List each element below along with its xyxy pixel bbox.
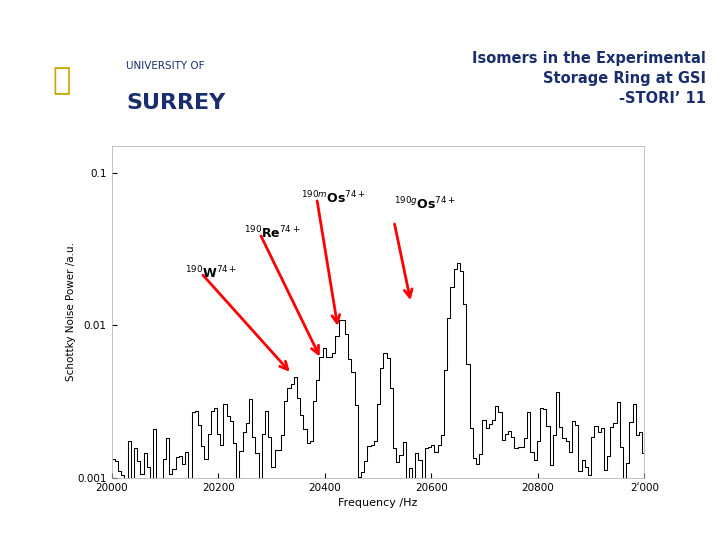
Text: $^{190}$$\mathbf{W}^{74+}$: $^{190}$$\mathbf{W}^{74+}$ xyxy=(185,265,238,281)
Y-axis label: Schottky Noise Power /a.u.: Schottky Noise Power /a.u. xyxy=(66,242,76,381)
Text: Isomers in the Experimental
Storage Ring at GSI
-STORI’ 11: Isomers in the Experimental Storage Ring… xyxy=(472,51,706,106)
Text: UNIVERSITY OF: UNIVERSITY OF xyxy=(126,62,204,71)
Text: $^{190g}$$\mathbf{Os}^{74+}$: $^{190g}$$\mathbf{Os}^{74+}$ xyxy=(394,195,456,212)
Text: 🦌: 🦌 xyxy=(52,66,71,96)
Text: SURREY: SURREY xyxy=(126,93,225,113)
X-axis label: Frequency /Hz: Frequency /Hz xyxy=(338,498,418,508)
Text: $^{190}$$\mathbf{Re}^{74+}$: $^{190}$$\mathbf{Re}^{74+}$ xyxy=(244,225,300,242)
Text: $^{190m}$$\mathbf{Os}^{74+}$: $^{190m}$$\mathbf{Os}^{74+}$ xyxy=(301,190,366,206)
